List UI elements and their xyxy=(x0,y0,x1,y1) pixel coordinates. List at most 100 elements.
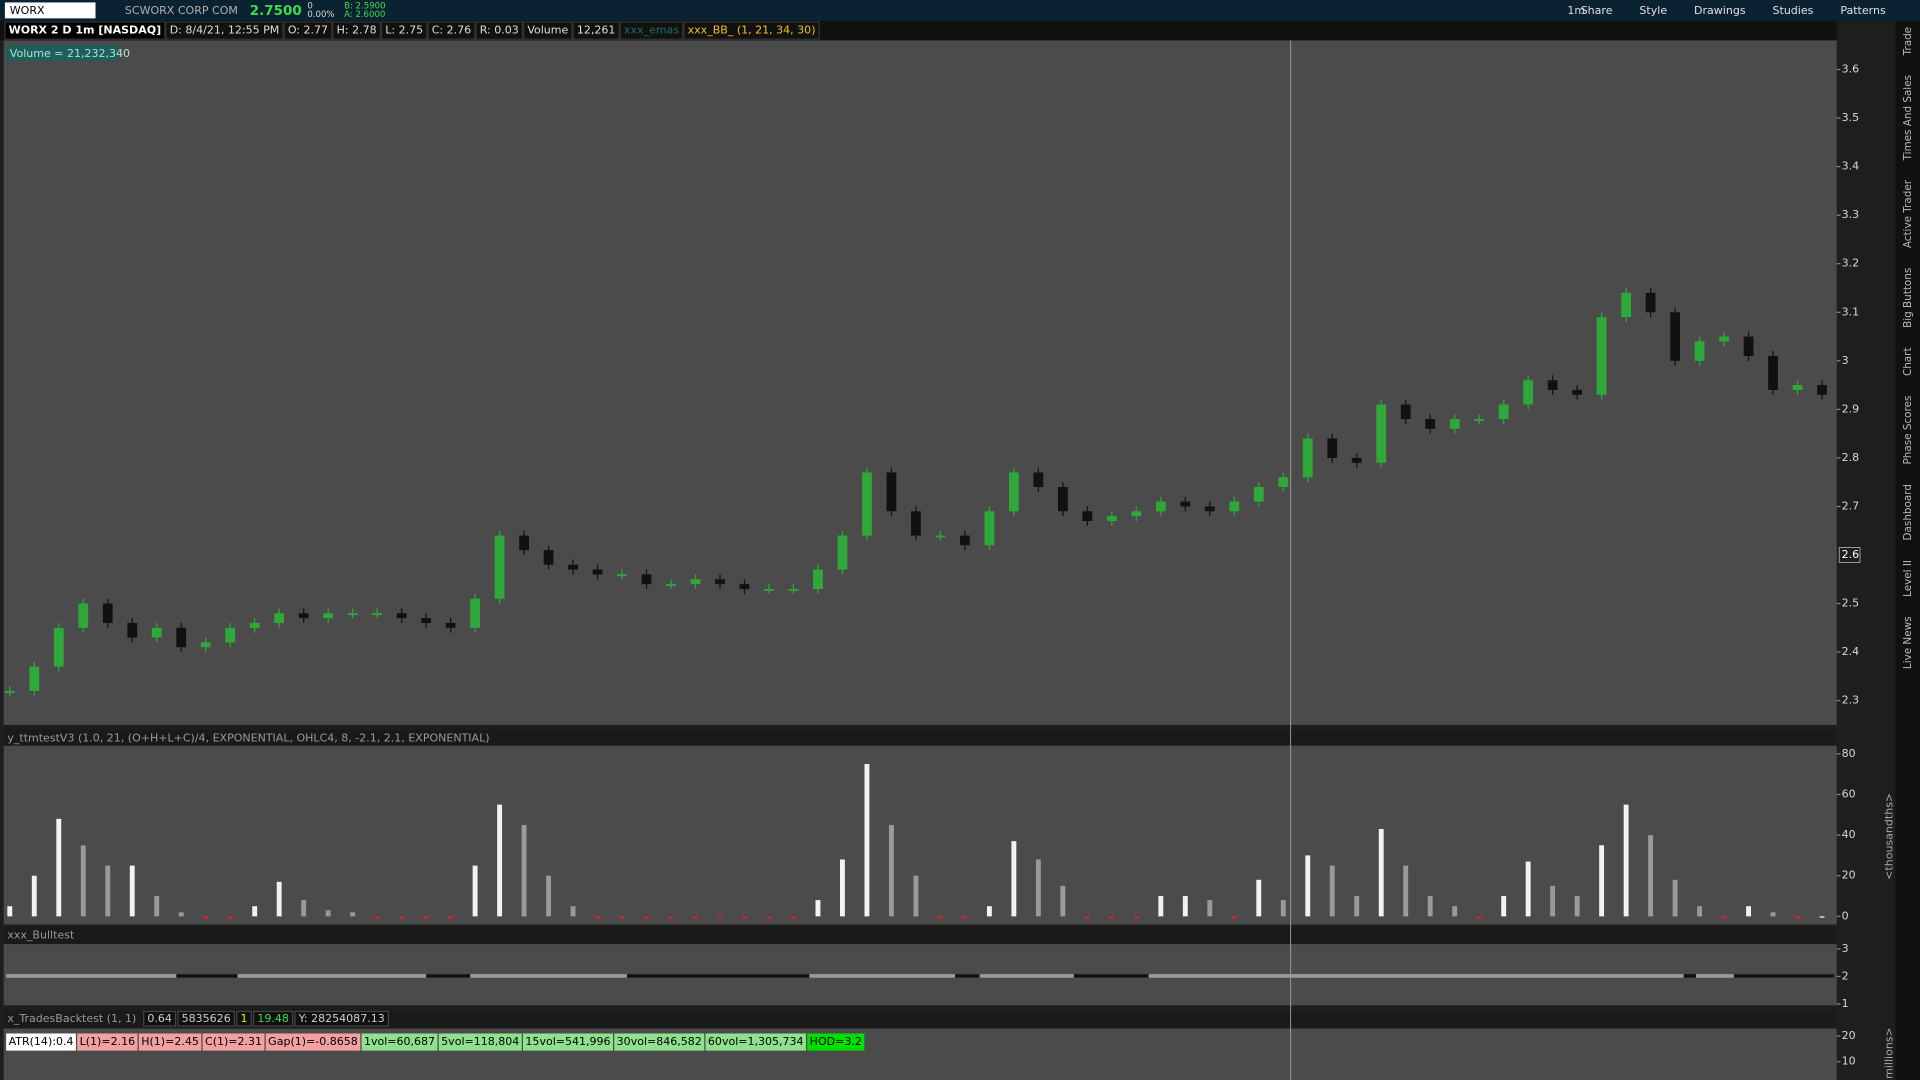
info-item: xxx_BB_ (1, 21, 34, 30) xyxy=(688,24,816,37)
symbol-input[interactable] xyxy=(4,2,96,19)
field-box xyxy=(236,1010,252,1027)
sidebar-tab[interactable]: Active Trader xyxy=(1902,179,1914,248)
candle xyxy=(1547,380,1558,390)
symbol[interactable]: WORX xyxy=(10,4,45,17)
field-box xyxy=(294,1010,390,1027)
candle xyxy=(1474,419,1485,421)
sidebar-tab[interactable]: Times And Sales xyxy=(1902,75,1914,161)
candle xyxy=(764,588,774,591)
candle xyxy=(960,535,970,546)
y-tick-label: 20 xyxy=(1842,869,1856,882)
osc-bar xyxy=(1672,879,1678,917)
sidebar-tab[interactable]: Phase Scores xyxy=(1902,396,1914,465)
candle xyxy=(396,613,407,619)
osc-bar xyxy=(693,916,698,919)
candle xyxy=(1057,487,1068,512)
candle xyxy=(519,535,529,551)
study-label: Gap(1)=-0.8658 xyxy=(268,1035,358,1048)
osc-bar xyxy=(1109,916,1115,919)
candle xyxy=(837,535,848,570)
osc-bar xyxy=(1354,896,1360,917)
y-tick-label: 2 xyxy=(1842,969,1849,982)
info-item: H: 2.78 xyxy=(337,24,377,37)
study-label: 60vol=1,305,734 xyxy=(708,1035,804,1048)
study-label: H(1)=2.45 xyxy=(141,1035,199,1048)
osc-bar xyxy=(1746,906,1752,917)
y-tick-label: 3.4 xyxy=(1842,160,1860,173)
volume-label-bg xyxy=(6,45,119,62)
osc-bar xyxy=(1158,896,1164,917)
sidebar-tab[interactable]: Level II xyxy=(1902,560,1914,597)
info-box xyxy=(427,21,476,40)
candle xyxy=(1400,404,1411,420)
candle xyxy=(1694,341,1705,361)
candle xyxy=(911,511,921,536)
osc-bar xyxy=(56,818,62,917)
toolbar-button[interactable]: Studies xyxy=(1773,4,1814,17)
toolbar-button[interactable]: Style xyxy=(1639,4,1667,17)
label-box xyxy=(77,1033,138,1051)
candle xyxy=(666,584,676,586)
sidebar-tab[interactable]: Live News xyxy=(1902,616,1914,669)
osc-bar xyxy=(1403,865,1409,917)
sidebar-tab[interactable]: Dashboard xyxy=(1902,484,1914,540)
osc-bar xyxy=(31,875,37,917)
info-box xyxy=(572,21,620,40)
sidebar-tab[interactable]: Chart xyxy=(1902,347,1914,376)
bid: B: 2.5900 xyxy=(344,2,385,12)
candle xyxy=(935,535,946,538)
toolbar-button[interactable]: Drawings xyxy=(1694,4,1746,17)
osc-bar xyxy=(1133,916,1139,919)
label-box xyxy=(6,1033,76,1051)
candle xyxy=(886,472,897,512)
candle xyxy=(739,584,750,589)
candle xyxy=(127,622,138,638)
bulltest-header xyxy=(3,926,1837,945)
toolbar-button[interactable]: Patterns xyxy=(1840,4,1886,17)
osc-bar xyxy=(864,763,870,917)
info-box xyxy=(332,21,381,40)
info-item: D: 8/4/21, 12:55 PM xyxy=(170,24,280,37)
candle xyxy=(1449,419,1460,429)
candle xyxy=(1131,511,1142,517)
backtest-field: 19.48 xyxy=(257,1012,289,1025)
oscillator-panel xyxy=(3,745,1837,925)
y-tick-label: 3.5 xyxy=(1842,111,1860,124)
osc-bar xyxy=(203,916,209,919)
info-item: O: 2.77 xyxy=(288,24,328,37)
toolbar-button[interactable]: Share xyxy=(1581,4,1613,17)
time-frame[interactable]: 1m xyxy=(1567,4,1585,17)
osc-bar xyxy=(350,912,356,917)
sidebar-tab[interactable]: Trade xyxy=(1902,27,1914,56)
osc-bar xyxy=(1550,885,1556,917)
label-box xyxy=(614,1033,705,1051)
osc-bar xyxy=(668,916,674,919)
osc-bar xyxy=(1452,906,1458,917)
osc-bar xyxy=(937,916,943,919)
candle xyxy=(102,603,113,623)
y-tick-label: 2.8 xyxy=(1842,451,1860,464)
osc-bar xyxy=(1182,896,1188,917)
study-label: HOD=3.2 xyxy=(810,1035,862,1048)
info-item: WORX 2 D 1m [NASDAQ] xyxy=(9,24,162,37)
osc-bar xyxy=(423,916,429,919)
osc-bar xyxy=(129,865,135,917)
candle xyxy=(1670,312,1680,361)
label-box xyxy=(807,1033,865,1051)
osc-bar xyxy=(1427,896,1433,917)
osc-bar xyxy=(301,900,307,917)
candle xyxy=(225,627,236,643)
osc-bar xyxy=(962,916,968,919)
candle xyxy=(1106,516,1117,522)
candle xyxy=(1621,292,1632,318)
y-tick-label: 10 xyxy=(1842,1055,1856,1068)
osc-bar xyxy=(570,906,576,917)
y-tick-label: 3.2 xyxy=(1842,257,1860,270)
osc-bar xyxy=(1035,859,1041,917)
y-tick-label: 3.3 xyxy=(1842,208,1860,221)
candle xyxy=(1376,404,1387,463)
sidebar-tab[interactable]: Big Buttons xyxy=(1902,268,1914,328)
info-box xyxy=(283,21,333,40)
info-box xyxy=(380,21,428,40)
osc-bar xyxy=(105,865,111,917)
